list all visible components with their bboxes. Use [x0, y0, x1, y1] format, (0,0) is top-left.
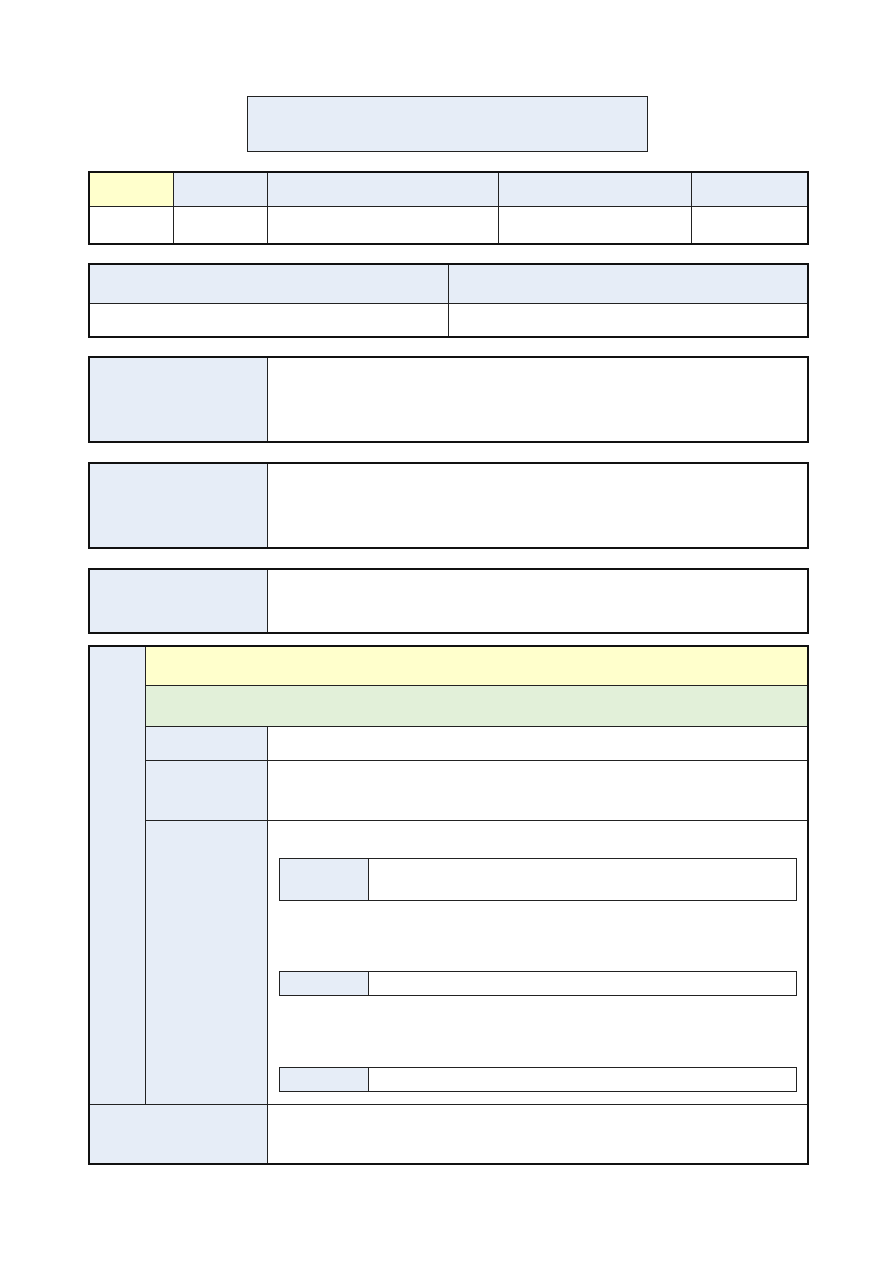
cell: [267, 760, 809, 821]
cell: [267, 357, 809, 443]
inner-label: [279, 858, 369, 901]
cell: [267, 726, 809, 761]
cell: [267, 569, 809, 634]
title-box: [247, 96, 648, 152]
cell: [173, 206, 268, 245]
table-frame: [88, 462, 809, 549]
table-frame: [88, 171, 809, 245]
header-cell: [89, 172, 174, 207]
header-cell: [267, 172, 499, 207]
inner-field: [368, 971, 797, 996]
inner-field: [368, 1067, 797, 1092]
table-frame: [88, 356, 809, 443]
table-frame: [88, 263, 809, 338]
cell: [498, 206, 692, 245]
inner-label: [279, 1067, 369, 1092]
cell: [448, 303, 809, 338]
label-cell: [89, 1104, 268, 1165]
label-cell: [89, 463, 268, 549]
cell: [267, 206, 499, 245]
cell: [89, 303, 449, 338]
label-cell: [89, 357, 268, 443]
inner-field: [368, 858, 797, 901]
yellow-row: [145, 646, 809, 686]
table-frame: [88, 645, 809, 1165]
inner-label: [279, 971, 369, 996]
table-frame: [88, 568, 809, 634]
cell: [267, 463, 809, 549]
green-row: [145, 685, 809, 727]
